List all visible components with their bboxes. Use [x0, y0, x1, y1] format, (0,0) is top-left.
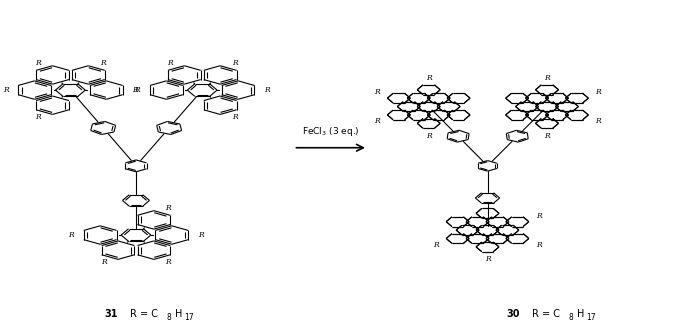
- Text: R: R: [485, 255, 490, 263]
- Text: R: R: [544, 132, 550, 139]
- Text: R: R: [375, 117, 380, 125]
- Text: R: R: [536, 212, 542, 220]
- Text: R: R: [166, 258, 171, 266]
- Text: R: R: [426, 132, 432, 139]
- Text: H: H: [175, 309, 183, 319]
- Text: R: R: [35, 114, 41, 122]
- Text: R: R: [232, 59, 238, 67]
- Text: R: R: [132, 86, 138, 94]
- Text: R: R: [426, 74, 432, 82]
- Text: R: R: [264, 86, 270, 94]
- Text: R: R: [167, 59, 173, 67]
- Text: 8: 8: [569, 313, 573, 322]
- Text: 8: 8: [166, 313, 171, 322]
- Text: R: R: [68, 231, 74, 239]
- Text: H: H: [577, 309, 585, 319]
- Text: R: R: [544, 74, 550, 82]
- Text: R: R: [101, 258, 106, 266]
- Text: 31: 31: [104, 309, 118, 319]
- Text: R: R: [375, 88, 380, 96]
- Text: R: R: [595, 117, 601, 125]
- Text: R = C: R = C: [130, 309, 158, 319]
- Text: R: R: [433, 241, 439, 249]
- Text: R: R: [134, 86, 140, 94]
- Text: 17: 17: [586, 313, 596, 322]
- Text: R: R: [3, 86, 8, 94]
- Text: 17: 17: [184, 313, 194, 322]
- Text: R: R: [198, 231, 203, 239]
- Text: 30: 30: [506, 309, 520, 319]
- Text: R: R: [595, 88, 601, 96]
- Text: R = C: R = C: [532, 309, 560, 319]
- Text: R: R: [536, 241, 542, 249]
- Text: FeCl$_3$ (3 eq.): FeCl$_3$ (3 eq.): [302, 125, 360, 138]
- Text: R: R: [232, 114, 238, 122]
- Text: R: R: [166, 204, 171, 212]
- Text: R: R: [35, 59, 41, 67]
- Text: R: R: [100, 59, 105, 67]
